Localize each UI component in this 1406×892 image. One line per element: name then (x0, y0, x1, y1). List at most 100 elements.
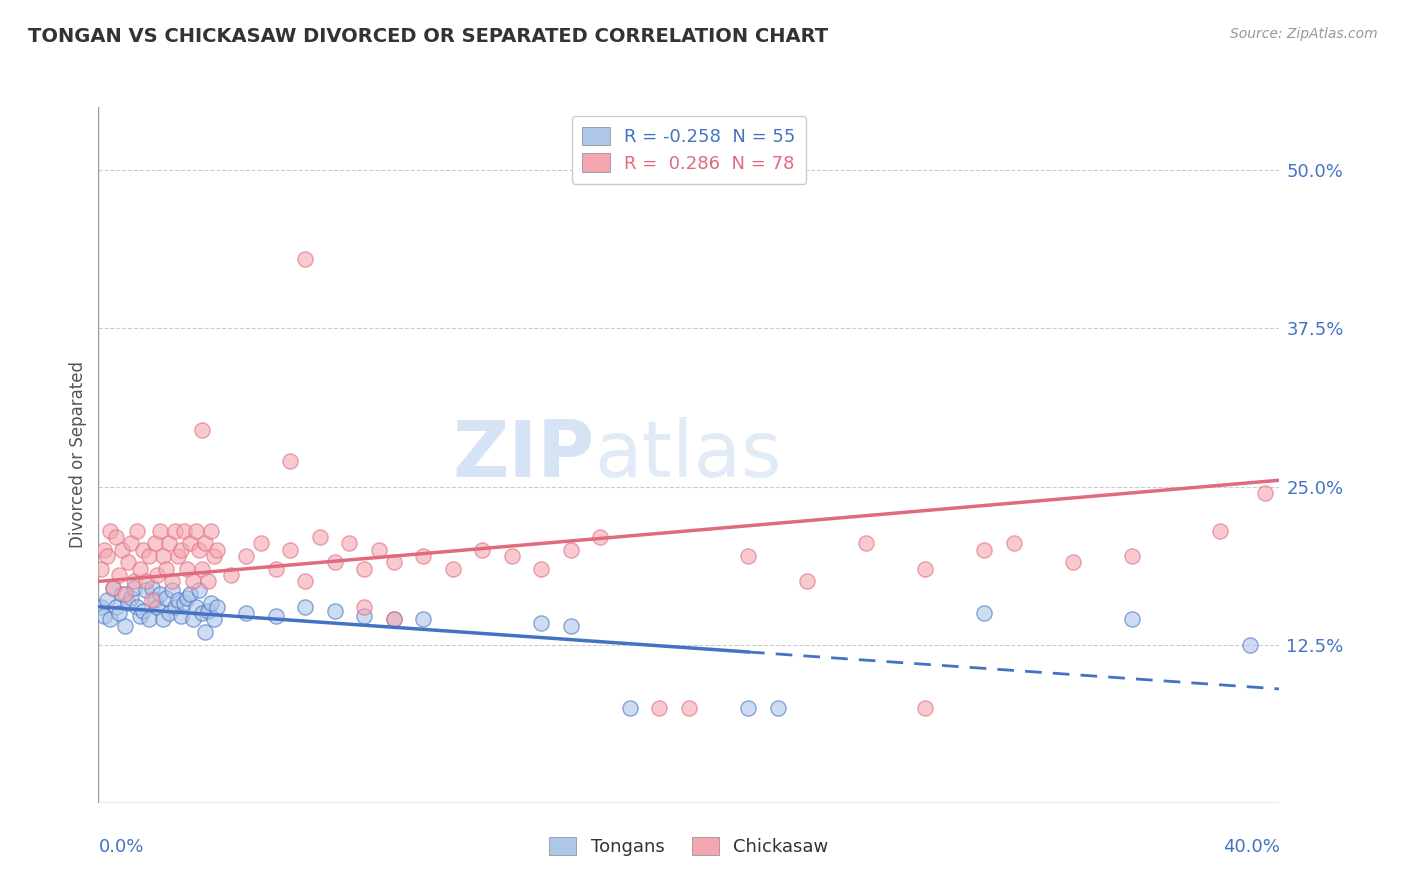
Point (1121, 549, 1143, 563)
Point (103, 581, 125, 595)
Point (184, 599, 207, 614)
Point (162, 583, 183, 598)
Point (122, 581, 145, 595)
Point (353, 599, 375, 614)
Point (157, 536, 180, 550)
Point (1002, 536, 1025, 550)
Point (339, 536, 360, 550)
Point (202, 549, 225, 563)
Point (648, 701, 671, 715)
Point (120, 591, 142, 605)
Point (155, 562, 177, 576)
Point (235, 549, 257, 563)
Point (737, 549, 759, 563)
Point (176, 591, 198, 605)
Point (98, 612, 121, 626)
Point (143, 593, 166, 607)
Point (149, 524, 172, 538)
Point (441, 562, 464, 576)
Point (205, 542, 228, 557)
Point (108, 568, 131, 582)
Point (120, 536, 142, 550)
Point (235, 606, 257, 620)
Point (200, 524, 222, 538)
Point (93, 608, 115, 623)
Point (138, 612, 160, 626)
Point (128, 562, 150, 576)
Point (382, 556, 405, 570)
Point (678, 701, 700, 715)
Point (323, 556, 346, 570)
Point (191, 423, 214, 437)
Point (264, 608, 287, 623)
Point (162, 574, 183, 589)
Point (181, 612, 204, 626)
Y-axis label: Divorced or Separated: Divorced or Separated (69, 361, 87, 549)
Text: atlas: atlas (595, 417, 782, 493)
Point (973, 606, 995, 620)
Point (560, 618, 582, 632)
Point (90, 562, 112, 576)
Point (914, 562, 936, 576)
Point (796, 574, 818, 589)
Point (382, 612, 405, 626)
Point (278, 542, 302, 557)
Point (589, 530, 612, 544)
Point (146, 568, 169, 582)
Point (117, 596, 139, 610)
Point (152, 549, 174, 563)
Point (855, 536, 877, 550)
Point (353, 562, 375, 576)
Point (152, 612, 174, 626)
Point (105, 530, 128, 544)
Point (105, 599, 128, 614)
Point (1209, 524, 1232, 538)
Point (165, 599, 187, 614)
Point (766, 701, 789, 715)
Text: TONGAN VS CHICKASAW DIVORCED OR SEPARATED CORRELATION CHART: TONGAN VS CHICKASAW DIVORCED OR SEPARATE… (28, 27, 828, 45)
Point (294, 574, 316, 589)
Point (114, 587, 136, 601)
Point (294, 252, 316, 266)
Point (128, 608, 150, 623)
Point (184, 524, 207, 538)
Point (125, 599, 148, 614)
Point (202, 612, 225, 626)
Text: 0.0%: 0.0% (98, 838, 143, 855)
Point (914, 701, 936, 715)
Point (205, 599, 228, 614)
Legend: Tongans, Chickasaw: Tongans, Chickasaw (543, 830, 835, 863)
Text: 40.0%: 40.0% (1223, 838, 1279, 855)
Point (90, 599, 112, 614)
Point (250, 536, 273, 550)
Point (141, 593, 163, 607)
Point (471, 542, 494, 557)
Point (141, 581, 163, 595)
Point (278, 454, 302, 468)
Point (117, 556, 139, 570)
Point (96, 593, 118, 607)
Point (530, 562, 553, 576)
Point (135, 583, 157, 598)
Point (103, 581, 125, 595)
Point (191, 606, 214, 620)
Point (146, 599, 169, 614)
Point (122, 574, 145, 589)
Point (294, 599, 316, 614)
Point (165, 524, 187, 538)
Point (412, 612, 434, 626)
Point (309, 530, 332, 544)
Point (96, 549, 118, 563)
Point (157, 606, 180, 620)
Point (737, 701, 759, 715)
Point (173, 524, 195, 538)
Point (530, 616, 553, 631)
Point (143, 536, 166, 550)
Point (179, 536, 201, 550)
Point (111, 542, 134, 557)
Point (194, 536, 217, 550)
Point (323, 603, 346, 617)
Point (181, 574, 204, 589)
Point (194, 625, 217, 640)
Point (1254, 486, 1277, 500)
